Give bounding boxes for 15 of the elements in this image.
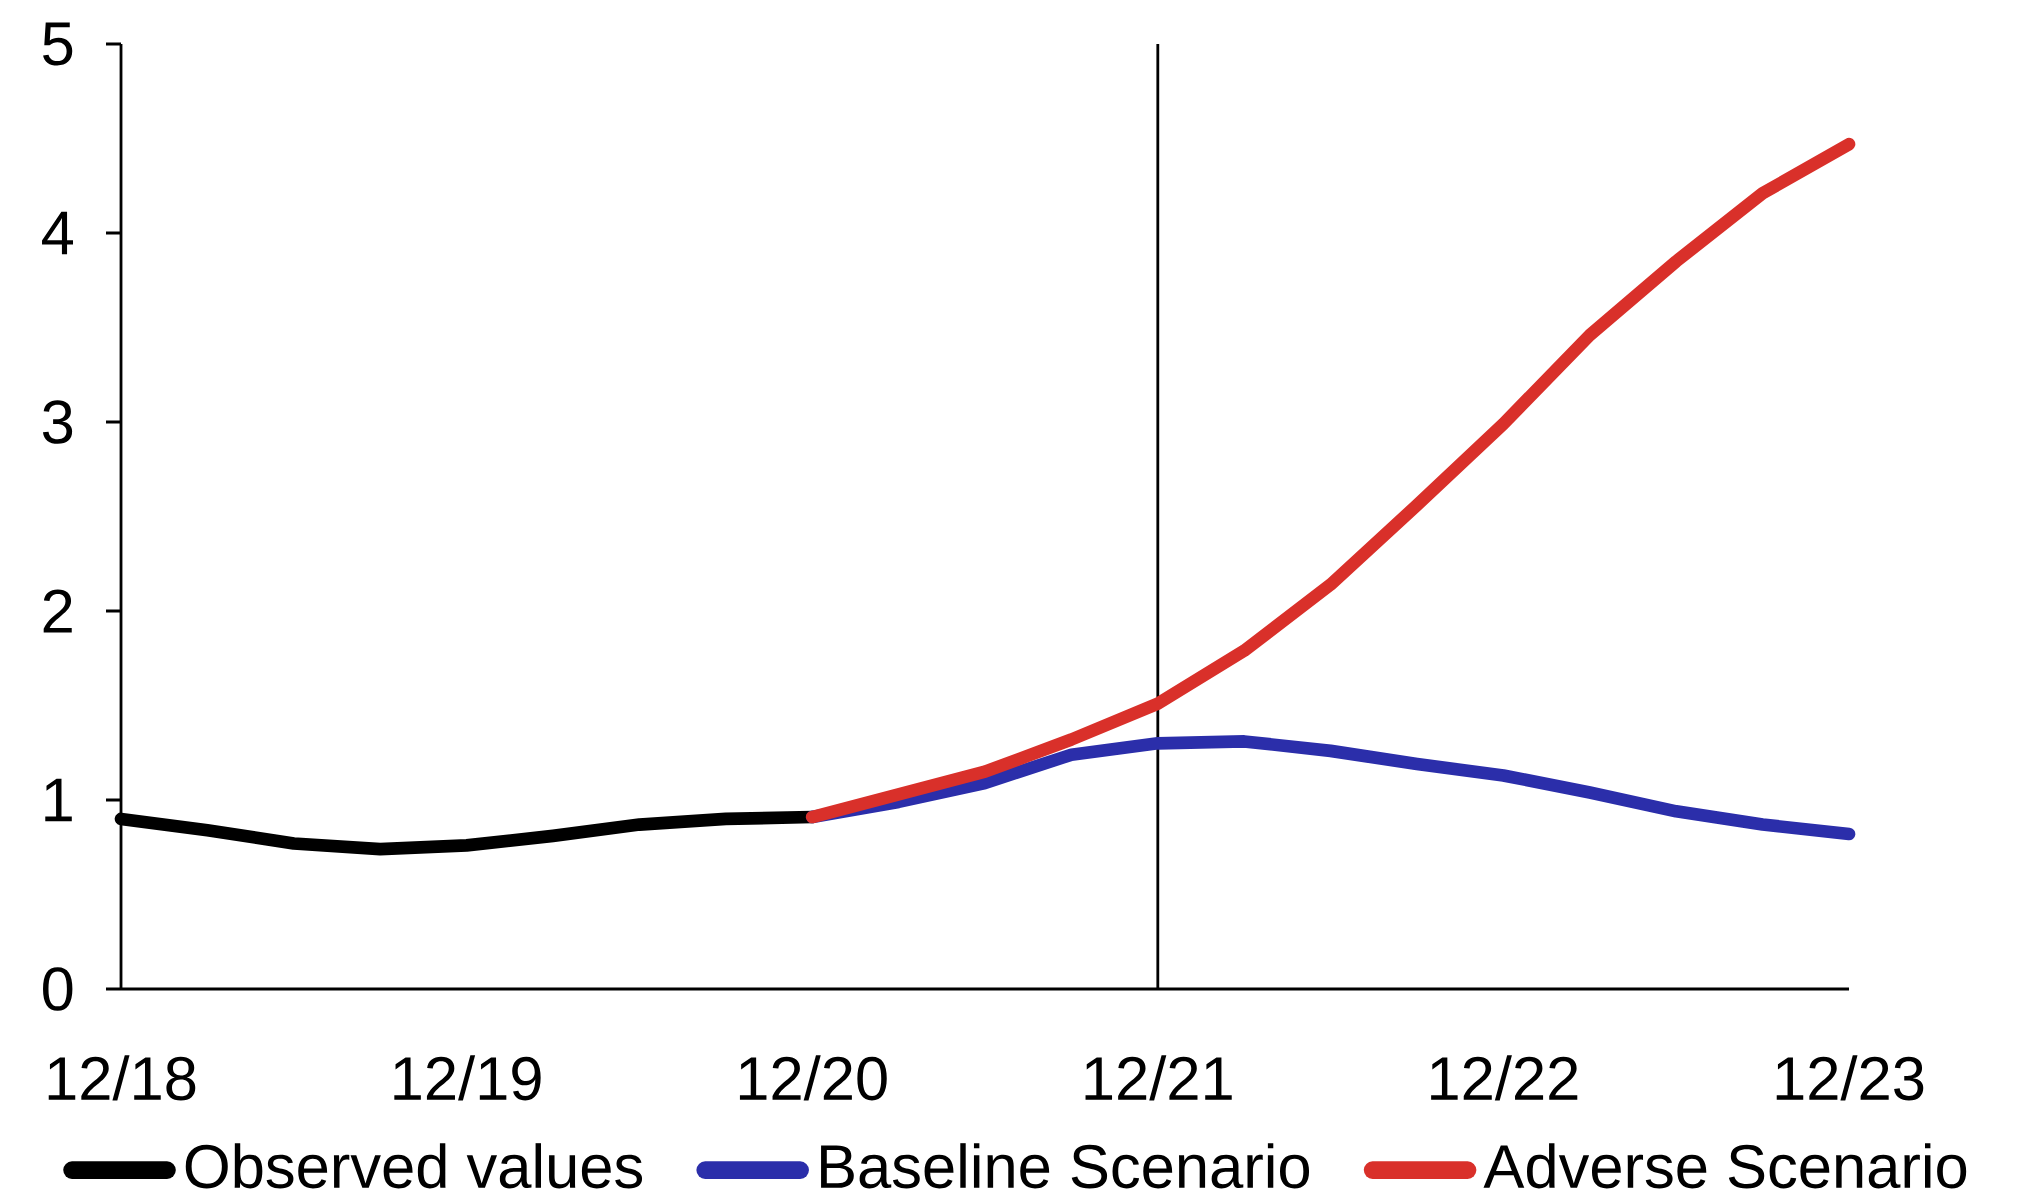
- x-tick-label: 12/23: [1776, 1055, 1924, 1101]
- y-tick-label: 5: [43, 22, 73, 66]
- y-tick-label: 2: [43, 589, 72, 633]
- legend-label: Adverse Scenario: [1483, 1143, 1967, 1189]
- legend-label: Baseline Scenario: [821, 1143, 1310, 1189]
- x-tick-label: 12/22: [1431, 1055, 1578, 1101]
- y-tick-label: 1: [45, 778, 72, 822]
- y-tick-label: 0: [43, 967, 73, 1011]
- y-tick-label: 4: [42, 211, 74, 255]
- y-tick-label: 3: [42, 400, 73, 444]
- legend-label: Observed values: [185, 1143, 643, 1189]
- x-tick-label: 12/21: [1085, 1055, 1232, 1101]
- x-tick-label: 12/19: [394, 1055, 541, 1101]
- x-tick-label: 12/18: [48, 1055, 196, 1101]
- x-tick-label: 12/20: [739, 1055, 887, 1101]
